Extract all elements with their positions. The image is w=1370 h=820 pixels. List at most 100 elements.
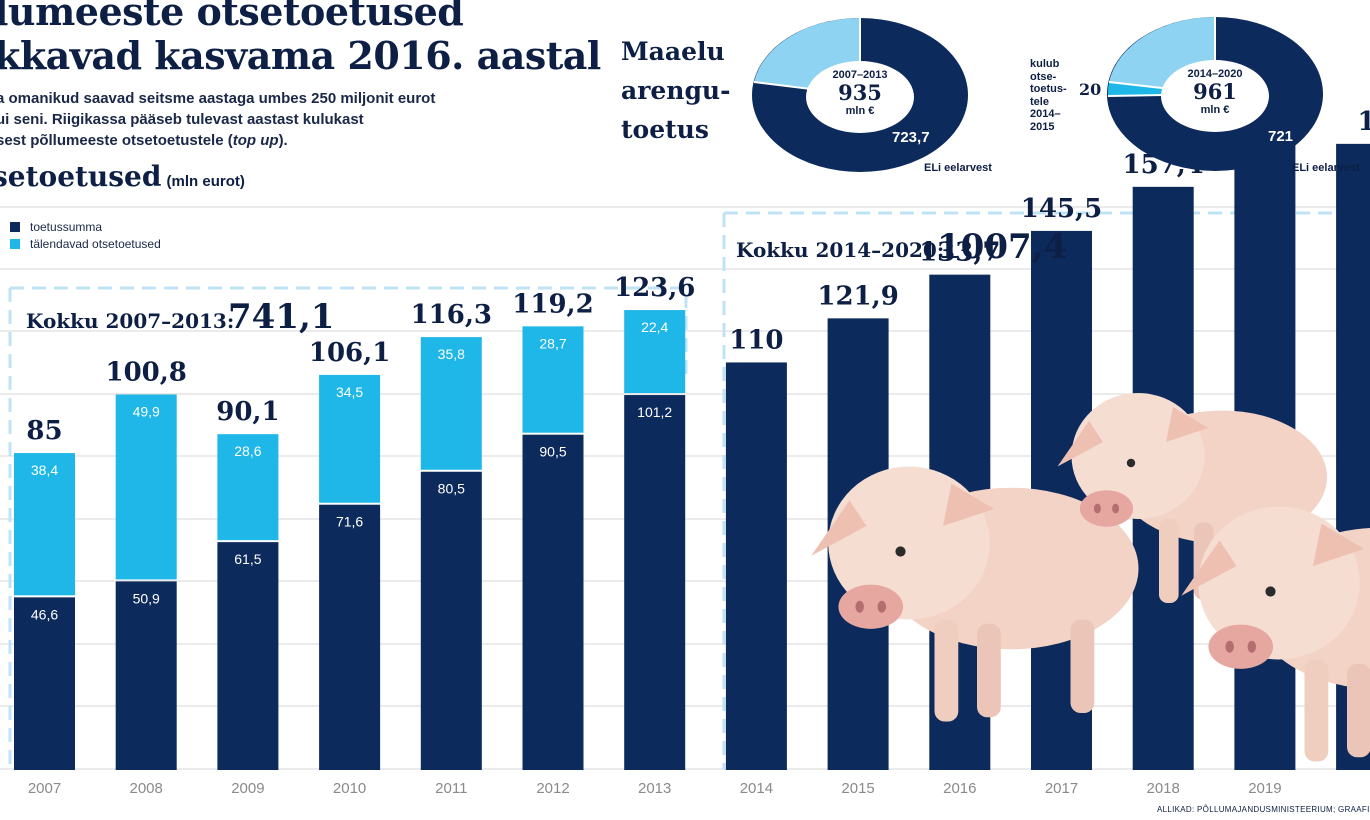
segment-label-navy: 80,5 [438, 481, 465, 497]
x-tick-label: 2019 [1248, 780, 1281, 797]
total-label-2008: 100,8 [105, 358, 186, 388]
pig-ear [1313, 523, 1364, 566]
chart-title: setoetused (mln eurot) [0, 160, 245, 193]
segment-label-cyan: 38,4 [31, 462, 58, 478]
pig-ear [1057, 421, 1103, 467]
total-label-2017: 145,5 [1021, 194, 1102, 224]
segment-label-cyan: 28,6 [234, 443, 261, 459]
total-label-2013: 123,6 [614, 273, 695, 303]
pig-nostril [855, 600, 864, 613]
bar-labels: 46,6 38,4 50,9 49,9 61,5 28,6 71,6 34,5 80,5 35,8… [31, 319, 673, 622]
x-tick-label: 2010 [333, 780, 366, 797]
pigs-photo [811, 393, 1370, 762]
donut-period: 2007–2013 [832, 69, 888, 81]
chart-title-text: setoetused [0, 160, 162, 193]
pig-nostril [1093, 503, 1101, 514]
pig-ear [943, 483, 994, 526]
x-tick-label: 2015 [841, 780, 874, 797]
x-tick-label: 2008 [130, 780, 163, 797]
total-label-2009: 90,1 [216, 397, 279, 427]
pig-leg [934, 619, 959, 722]
segment-label-navy: 61,5 [234, 551, 261, 567]
donut-2-center: 2014–2020 961 mln € [1160, 68, 1270, 116]
x-tick-label: 2016 [943, 780, 976, 797]
intro-line-3: sest põllumeeste otsetoetustele (top up)… [0, 132, 288, 149]
bar-talendavad-2010 [319, 374, 381, 503]
bar-talendavad-2009 [217, 434, 279, 541]
donut-1-eu-value: 723,7 [892, 129, 930, 146]
headline-line-1: lumeeste otsetoetused [0, 0, 464, 34]
legend-item-toetussumma: toetussumma [10, 218, 161, 235]
x-tick-label: 2009 [231, 780, 264, 797]
chart-unit: (mln eurot) [166, 173, 245, 190]
pig-leg [1159, 519, 1179, 603]
x-tick-label: 2011 [435, 780, 467, 797]
bar-toetussumma-2012 [522, 434, 584, 770]
total-label-2007: 85 [26, 416, 62, 446]
total-label-202: 169 [1357, 107, 1370, 137]
x-tick-label: 2012 [536, 780, 569, 797]
x-tick-label: 2007 [28, 780, 61, 797]
total-label-2010: 106,1 [309, 338, 390, 368]
bars [14, 142, 1370, 771]
donut-1-center: 2007–2013 935 mln € [805, 69, 915, 117]
segment-label-navy: 46,6 [31, 606, 58, 622]
intro-line-2: ui seni. Riigikassa pääseb tulevast aast… [0, 111, 364, 128]
intro-text: a omanikud saavad seitsme aastaga umbes … [0, 88, 435, 151]
legend-swatch-cyan [10, 238, 20, 249]
group-box-2007-2013 [8, 286, 688, 770]
donut-hole [1161, 60, 1269, 132]
donut-2-eu-label: ELi eelarvest [1292, 162, 1360, 174]
maaelu-line-3: toetus [621, 115, 709, 144]
donut-total: 935 [838, 80, 882, 105]
donut-2014-2020 [1107, 17, 1323, 171]
legend-swatch-navy [10, 221, 20, 232]
pig-ear [811, 500, 867, 556]
total-label-2012: 119,2 [512, 289, 593, 319]
headline: lumeeste otsetoetused kkavad kasvama 201… [0, 0, 601, 78]
pig-leg [1347, 663, 1370, 758]
pig-nostril [1225, 640, 1234, 653]
pig-ear [1166, 407, 1208, 442]
group-total-label: Kokku 2014–2020: [736, 238, 944, 262]
segment-label-navy: 71,6 [336, 514, 363, 530]
donut-total: 961 [1193, 79, 1237, 104]
pig-3 [1181, 506, 1370, 762]
bar-talendavad-2013 [624, 310, 686, 394]
pig-leg [1304, 659, 1329, 762]
bar-toetussumma-2014 [725, 362, 787, 770]
bar-talendavad-2007 [14, 453, 75, 596]
bar-talendavad-2012 [522, 326, 584, 433]
pig-eye [895, 546, 906, 557]
pig-ear [1181, 540, 1237, 596]
donut-unit: mln € [1200, 104, 1230, 116]
source-credit: ALLIKAD: PÕLLUMAJANDUSMINISTEERIUM; GRAA… [1157, 805, 1370, 814]
bar-toetussumma-2009 [217, 542, 279, 770]
x-tick-label: 2017 [1045, 780, 1078, 797]
headline-line-2: kkavad kasvama 2016. aastal [0, 33, 601, 78]
group-total-value: 741,1 [228, 297, 334, 337]
pig-eye [1126, 458, 1136, 468]
legend-label: toetussumma [30, 219, 103, 234]
total-label-2011: 116,3 [411, 300, 492, 330]
x-tick-label: 2013 [638, 780, 671, 797]
donut-hole [806, 61, 914, 133]
intro-line-1: a omanikud saavad seitsme aastaga umbes … [0, 90, 436, 107]
donut-2007-2013 [752, 18, 968, 172]
total-label-2015: 121,9 [817, 281, 898, 311]
segment-label-cyan: 35,8 [438, 346, 465, 362]
x-axis-ticks: 2007 2008 2009 2010 2011 2012 2013 2014 2015 2016… [28, 780, 1282, 797]
total-label-2014: 110 [729, 325, 783, 355]
pig-nostril [1247, 640, 1257, 653]
maaelu-title: Maaelu arengu- toetus [621, 32, 731, 149]
segment-label-cyan: 28,7 [539, 335, 566, 351]
bar-toetussumma-2011 [420, 471, 482, 770]
bar-toetussumma-2007 [14, 597, 75, 770]
donut-period: 2014–2020 [1187, 68, 1243, 80]
bar-toetussumma-2010 [319, 504, 381, 770]
group-total-value: 1007,4 [937, 227, 1067, 267]
segment-label-cyan: 22,4 [641, 319, 668, 335]
segment-label-cyan: 49,9 [133, 404, 160, 420]
pig-snout [1208, 624, 1274, 669]
